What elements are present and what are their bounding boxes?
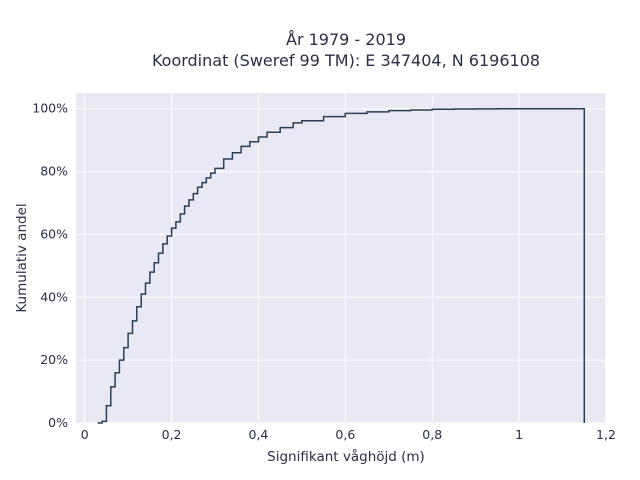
y-axis-title: Kumulativ andel <box>14 203 30 312</box>
x-tick-label: 0 <box>81 427 89 442</box>
series-layer <box>97 107 586 424</box>
y-tick-label: 20% <box>40 352 68 367</box>
x-tick-label: 1 <box>515 427 523 442</box>
x-tick-label: 1,2 <box>596 427 616 442</box>
chart-title-line-2: Koordinat (Sweref 99 TM): E 347404, N 61… <box>152 51 540 70</box>
y-tick-label: 60% <box>40 226 68 241</box>
y-tick-labels: 0% 20% 40% 60% 80% 100% <box>32 101 68 430</box>
y-tick-label: 100% <box>32 101 68 116</box>
chart-title-line-1: År 1979 - 2019 <box>286 30 406 49</box>
y-tick-label: 40% <box>40 289 68 304</box>
y-tick-label: 80% <box>40 164 68 179</box>
x-tick-label: 0,8 <box>422 427 442 442</box>
cdf-step-line <box>97 107 586 424</box>
plot-area <box>76 93 606 423</box>
y-tick-label: 0% <box>48 415 68 430</box>
x-tick-label: 0,4 <box>249 427 269 442</box>
x-tick-label: 0,6 <box>335 427 355 442</box>
x-axis-title: Signifikant våghöjd (m) <box>267 448 425 465</box>
x-tick-label: 0,2 <box>162 427 182 442</box>
x-tick-labels: 0 0,2 0,4 0,6 0,8 1 1,2 <box>81 427 616 442</box>
